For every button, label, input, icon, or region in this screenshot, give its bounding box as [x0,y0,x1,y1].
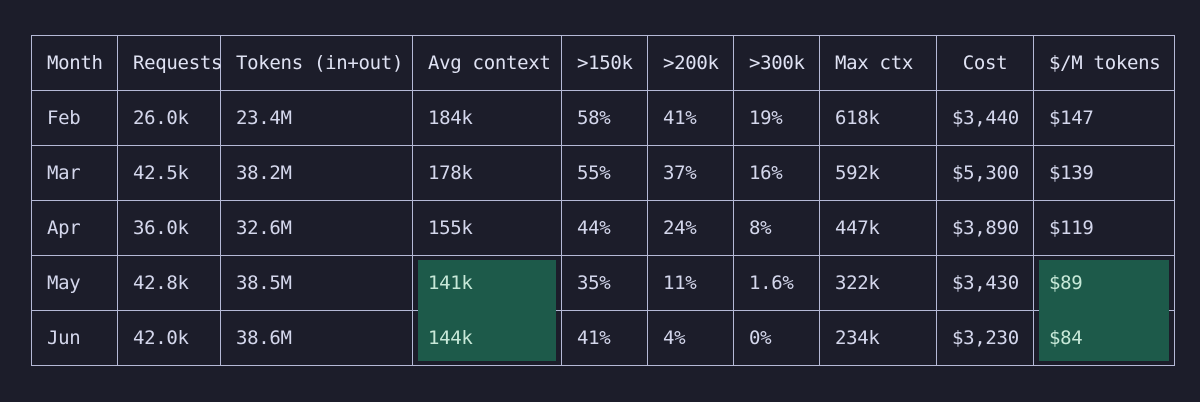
cell-tokens: 32.6M [220,200,413,256]
cell-cost: $3,890 [936,200,1034,256]
cell-requests: 42.5k [117,145,221,201]
cell-requests: 26.0k [117,90,221,146]
cell-cost: $5,300 [936,145,1034,201]
cell-requests: 42.8k [117,255,221,311]
cell-over-150k: 58% [561,90,648,146]
monthly-usage-table: Month Requests Tokens (in+out) Avg conte… [31,35,1175,366]
cell-cost-per-million-value: $89 [1049,272,1083,294]
cell-over-200k: 24% [647,200,734,256]
cell-over-300k: 8% [733,200,820,256]
header-tokens: Tokens (in+out) [220,35,413,91]
cell-month: Mar [31,145,118,201]
cell-cost-per-million-highlighted: $89 [1033,255,1175,313]
cell-over-300k: 16% [733,145,820,201]
cell-over-150k: 35% [561,255,648,311]
cell-avg-context: 155k [412,200,562,256]
header-over-200k: >200k [647,35,734,91]
cell-over-300k: 19% [733,90,820,146]
header-cost-per-million: $/M tokens [1033,35,1175,91]
table-row: Apr 36.0k 32.6M 155k 44% 24% 8% 447k $3,… [31,200,1175,256]
cell-avg-context: 184k [412,90,562,146]
cell-over-300k: 0% [733,310,820,366]
cell-tokens: 38.2M [220,145,413,201]
header-avg-context: Avg context [412,35,562,91]
cell-over-150k: 41% [561,310,648,366]
cell-cost: $3,430 [936,255,1034,311]
cell-avg-context-highlighted: 144k [412,309,562,366]
cell-cost-per-million: $147 [1033,90,1175,146]
header-requests: Requests [117,35,222,91]
cell-cost: $3,230 [936,310,1034,366]
cell-avg-context-value: 141k [428,272,473,294]
table-row: Feb 26.0k 23.4M 184k 58% 41% 19% 618k $3… [31,90,1175,146]
table-row: Mar 42.5k 38.2M 178k 55% 37% 16% 592k $5… [31,145,1175,201]
cell-cost: $3,440 [936,90,1034,146]
header-month: Month [31,35,118,91]
table-row: May 42.8k 38.5M 141k 35% 11% 1.6% 322k $… [31,255,1175,313]
cell-month: Feb [31,90,118,146]
cell-avg-context-value: 144k [428,327,473,349]
cell-tokens: 23.4M [220,90,413,146]
cell-max-ctx: 618k [819,90,937,146]
cell-max-ctx: 592k [819,145,937,201]
cell-over-200k: 37% [647,145,734,201]
cell-tokens: 38.6M [220,310,413,366]
cell-over-150k: 44% [561,200,648,256]
cell-month: Apr [31,200,118,256]
cell-over-300k: 1.6% [733,255,820,311]
cell-tokens: 38.5M [220,255,413,311]
cell-over-200k: 4% [647,310,734,366]
cell-max-ctx: 447k [819,200,937,256]
cell-over-150k: 55% [561,145,648,201]
header-cost: Cost [936,35,1034,91]
cell-over-200k: 41% [647,90,734,146]
cell-avg-context: 178k [412,145,562,201]
header-max-ctx: Max ctx [819,35,937,91]
cell-max-ctx: 322k [819,255,937,311]
cell-cost-per-million: $139 [1033,145,1175,201]
cell-cost-per-million: $119 [1033,200,1175,256]
header-over-150k: >150k [561,35,648,91]
table-row: Jun 42.0k 38.6M 144k 41% 4% 0% 234k $3,2… [31,309,1175,366]
cell-avg-context-highlighted: 141k [412,255,562,313]
cell-requests: 36.0k [117,200,221,256]
cell-month: May [31,255,118,311]
header-over-300k: >300k [733,35,820,91]
cell-max-ctx: 234k [819,310,937,366]
cell-over-200k: 11% [647,255,734,311]
table-header-row: Month Requests Tokens (in+out) Avg conte… [31,35,1175,91]
cell-month: Jun [31,310,118,366]
cell-requests: 42.0k [117,310,221,366]
cell-cost-per-million-highlighted: $84 [1033,309,1175,366]
cell-cost-per-million-value: $84 [1049,327,1083,349]
